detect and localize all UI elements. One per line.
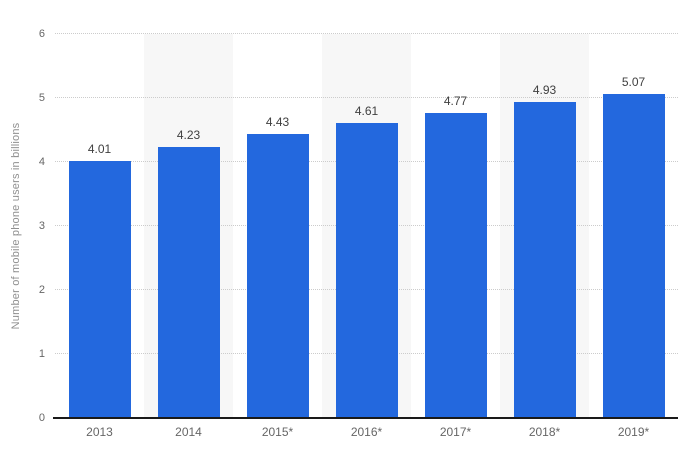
gridline [55,97,678,98]
y-axis-tick-label: 2 [38,284,45,296]
y-axis-tick-label: 4 [38,156,45,168]
bar-value-label: 4.93 [532,83,557,98]
bar[interactable] [246,134,309,418]
gridline [55,33,678,34]
x-axis-line [53,417,678,419]
bar-value-label: 5.07 [621,74,646,89]
x-axis-category-label: 2013 [86,425,113,439]
x-axis-category-label: 2014 [175,425,202,439]
x-axis-category-label: 2019* [617,425,650,439]
x-axis-category-label: 2016* [350,425,383,439]
bar[interactable] [513,102,576,418]
bar[interactable] [335,122,398,418]
bar-value-label: 4.43 [265,115,290,130]
bar-value-label: 4.23 [176,128,201,143]
bar-value-label: 4.77 [443,93,468,108]
bar[interactable] [424,112,487,418]
bar-value-label: 4.61 [354,103,379,118]
x-axis-category-label: 2017* [439,425,472,439]
bar[interactable] [157,147,220,418]
x-axis-category-label: 2015* [261,425,294,439]
bar[interactable] [602,93,665,418]
y-axis-tick-label: 1 [38,348,45,360]
x-axis-category-label: 2018* [528,425,561,439]
y-axis-tick-label: 3 [38,220,45,232]
y-axis-tick-label: 6 [38,28,45,40]
y-axis-tick-label: 0 [38,412,45,424]
y-axis-tick-label: 5 [38,92,45,104]
bar[interactable] [68,161,131,418]
bar-value-label: 4.01 [87,142,112,157]
